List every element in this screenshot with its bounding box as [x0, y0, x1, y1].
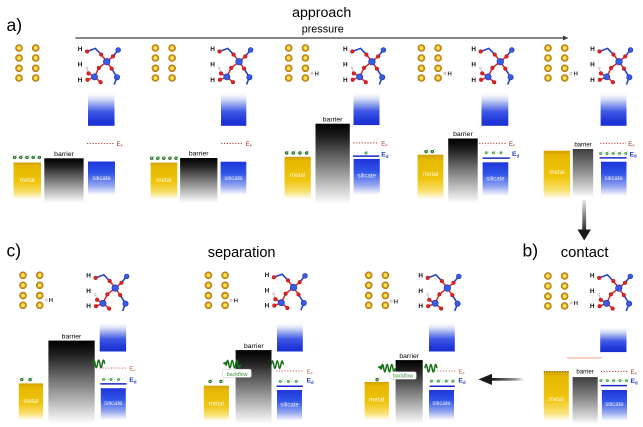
- svg-text:EF: EF: [129, 366, 136, 373]
- svg-text:silicate: silicate: [605, 176, 624, 182]
- svg-text:separation: separation: [208, 245, 276, 261]
- svg-text:c): c): [7, 241, 22, 261]
- svg-text:barrier: barrier: [576, 369, 593, 375]
- svg-text:Ed: Ed: [512, 151, 520, 158]
- svg-text:Ed: Ed: [458, 378, 466, 385]
- svg-text:metal: metal: [369, 397, 384, 404]
- svg-text:metal: metal: [20, 177, 35, 184]
- svg-text:EF: EF: [307, 368, 314, 375]
- svg-text:metal: metal: [23, 398, 38, 405]
- svg-text:contact: contact: [561, 245, 609, 261]
- svg-text:Ed: Ed: [307, 378, 315, 385]
- svg-text:Ed: Ed: [381, 152, 389, 159]
- svg-text:barrier: barrier: [399, 353, 419, 360]
- svg-text:pressure: pressure: [302, 24, 344, 36]
- svg-text:barrier: barrier: [244, 343, 264, 350]
- svg-text:EF: EF: [458, 368, 465, 375]
- svg-text:silicate: silicate: [486, 177, 505, 183]
- svg-text:metal: metal: [209, 401, 224, 408]
- svg-text:EF: EF: [117, 141, 124, 148]
- svg-text:barrier: barrier: [189, 151, 209, 158]
- svg-text:metal: metal: [156, 177, 171, 184]
- svg-text:metal: metal: [423, 171, 438, 178]
- svg-text:metal: metal: [549, 396, 564, 403]
- svg-text:backflow: backflow: [227, 372, 248, 378]
- svg-text:silicate: silicate: [224, 176, 243, 182]
- svg-text:a): a): [7, 15, 23, 35]
- svg-text:EF: EF: [381, 141, 388, 148]
- svg-text:silicate: silicate: [432, 401, 451, 407]
- svg-text:Ed: Ed: [631, 378, 639, 385]
- svg-text:Ed: Ed: [129, 377, 137, 384]
- svg-text:silicate: silicate: [358, 174, 377, 180]
- svg-text:silicate: silicate: [605, 402, 624, 408]
- svg-text:EF: EF: [246, 141, 253, 148]
- svg-text:EF: EF: [509, 141, 516, 148]
- svg-text:backflow: backflow: [393, 374, 413, 380]
- svg-text:EF: EF: [631, 369, 638, 376]
- svg-text:barrier: barrier: [62, 333, 82, 340]
- svg-text:barrier: barrier: [54, 151, 74, 158]
- svg-text:metal: metal: [549, 169, 564, 176]
- svg-text:EF: EF: [628, 141, 635, 148]
- svg-text:metal: metal: [290, 172, 305, 179]
- svg-text:barrier: barrier: [453, 131, 473, 138]
- svg-text:silicate: silicate: [104, 401, 123, 407]
- svg-text:Ed: Ed: [630, 151, 638, 158]
- svg-text:silicate: silicate: [92, 176, 111, 182]
- svg-text:silicate: silicate: [280, 403, 299, 409]
- svg-text:b): b): [523, 241, 539, 261]
- svg-text:approach: approach: [292, 5, 351, 21]
- svg-text:barrier: barrier: [574, 143, 591, 149]
- svg-text:barrier: barrier: [323, 116, 343, 123]
